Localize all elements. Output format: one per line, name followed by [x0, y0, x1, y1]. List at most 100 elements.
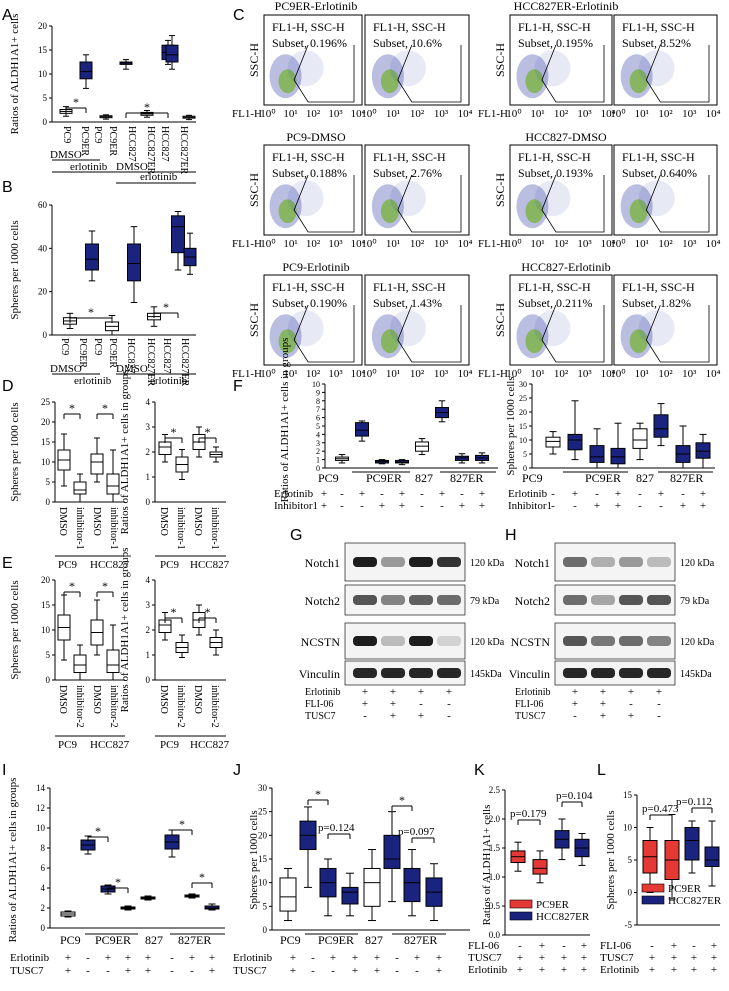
plot-title: PC9-DMSO [286, 130, 346, 144]
gate-label: FL1-H, SSC-H [518, 20, 591, 34]
blot-band [647, 636, 671, 646]
sign-cell: + [125, 952, 131, 964]
x-tick-label: inhibitor-1 [175, 507, 186, 550]
y-tick-label: 5 [43, 93, 48, 103]
x-tick-label: HCC827 [126, 126, 137, 162]
box-mark [165, 44, 179, 63]
group-label: PC9 [522, 471, 543, 485]
box-mark [632, 428, 648, 449]
group-label: PC9ER [366, 471, 402, 485]
legend-label: HCC827ER [668, 895, 722, 907]
sign-cell: - [650, 940, 654, 952]
sign-cell: + [572, 686, 578, 698]
sign-cell: - [573, 710, 577, 722]
y-tick-label: 0 [316, 464, 320, 473]
panel-letter: J [233, 762, 241, 779]
y-tick-label: 4 [146, 397, 151, 407]
group-label: 827 [145, 933, 163, 947]
y-tick-label: 9 [316, 388, 320, 397]
sign-cell: - [415, 965, 419, 977]
y-tick-label: 15 [41, 437, 51, 447]
row-label: Erlotinib [508, 488, 548, 500]
box-mark [85, 243, 99, 271]
group-label: PC9 [160, 739, 179, 751]
sign-cell: - [311, 952, 315, 964]
gate-subset: Subset, 1.43% [373, 296, 442, 310]
y-tick-label: 0.5 [489, 901, 501, 911]
box-mark [532, 859, 548, 875]
x-tick-label: inhibitor-1 [209, 507, 220, 550]
sign-cell: + [65, 965, 71, 977]
legend-label: PC9ER [668, 883, 702, 895]
x-tick-label: 10² [410, 368, 425, 380]
sig-star: * [102, 579, 108, 593]
y-tick-label: 2.0 [489, 814, 501, 824]
y-tick-label: 15 [623, 790, 633, 800]
box-mark [106, 649, 120, 673]
panel-letter: E [2, 555, 13, 572]
sign-cell: + [65, 952, 71, 964]
sign-cell: - [380, 488, 384, 500]
y-axis-label: Ratios of ALDH1A1+ cells [9, 14, 21, 135]
sig-star: * [163, 300, 169, 314]
y-tick-label: 5 [628, 855, 633, 865]
sign-cell: - [629, 698, 633, 710]
sign-cell: - [681, 488, 685, 500]
x-tick-label: 10³ [434, 368, 449, 380]
blot-band [437, 636, 461, 646]
y-tick-label: 20 [258, 830, 268, 840]
group-label: 827ER [404, 933, 437, 947]
density-core [380, 69, 399, 94]
y-tick-label: 1.5 [489, 843, 501, 853]
sign-cell: - [657, 698, 661, 710]
gate-label: FL1-H, SSC-H [272, 20, 345, 34]
blot-band [591, 668, 615, 678]
sign-cell: - [331, 965, 335, 977]
row-label: FLI-06 [515, 699, 543, 710]
flow-plot [364, 144, 470, 236]
x-tick-label: 10¹ [386, 368, 400, 380]
sign-cell: + [399, 500, 405, 512]
blot-band [353, 668, 377, 678]
y-tick-label: 10 [36, 823, 46, 833]
legend-swatch [641, 883, 665, 893]
p-value: p=0.112 [676, 796, 712, 808]
gate-label: FL1-H, SSC-H [622, 280, 695, 294]
group-label: DMSO [50, 149, 82, 161]
sign-cell: - [395, 965, 399, 977]
panel-letter: A [2, 7, 13, 24]
y-tick-label: 10 [38, 69, 48, 79]
band-label: Notch1 [515, 556, 550, 570]
x-tick-label: 10⁴ [601, 108, 616, 120]
sign-cell: + [189, 952, 195, 964]
row-label: Erlotinib [468, 964, 508, 976]
y-tick-label: 0 [43, 117, 48, 127]
p-value: p=0.104 [556, 790, 593, 802]
blot-band [563, 595, 587, 605]
x-axis-label: FL1-H [232, 238, 262, 250]
x-tick-label: 10¹ [635, 108, 649, 120]
sign-cell: + [539, 964, 545, 976]
sign-cell: + [418, 710, 424, 722]
group-label: HCC827 [190, 559, 230, 571]
sign-cell: + [105, 952, 111, 964]
band-label: NCSTN [301, 635, 341, 649]
x-tick-label: 10² [658, 368, 673, 380]
group-label: erlotinib [74, 375, 112, 387]
sign-cell: + [290, 952, 296, 964]
group-label: PC9 [318, 471, 339, 485]
density-core [380, 199, 399, 224]
sign-cell: - [86, 952, 90, 964]
x-tick-label: 10⁰ [361, 238, 377, 250]
sign-cell: + [539, 952, 545, 964]
box-mark [567, 433, 583, 451]
y-tick-label: 3 [146, 600, 151, 610]
density-core [525, 329, 544, 354]
sign-cell: + [671, 940, 677, 952]
sign-cell: + [649, 952, 655, 964]
blot-band [381, 636, 405, 646]
blot-band [353, 595, 377, 605]
sign-cell: + [671, 952, 677, 964]
